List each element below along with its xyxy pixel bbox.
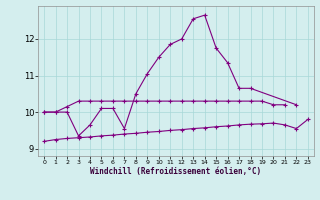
X-axis label: Windchill (Refroidissement éolien,°C): Windchill (Refroidissement éolien,°C) xyxy=(91,167,261,176)
